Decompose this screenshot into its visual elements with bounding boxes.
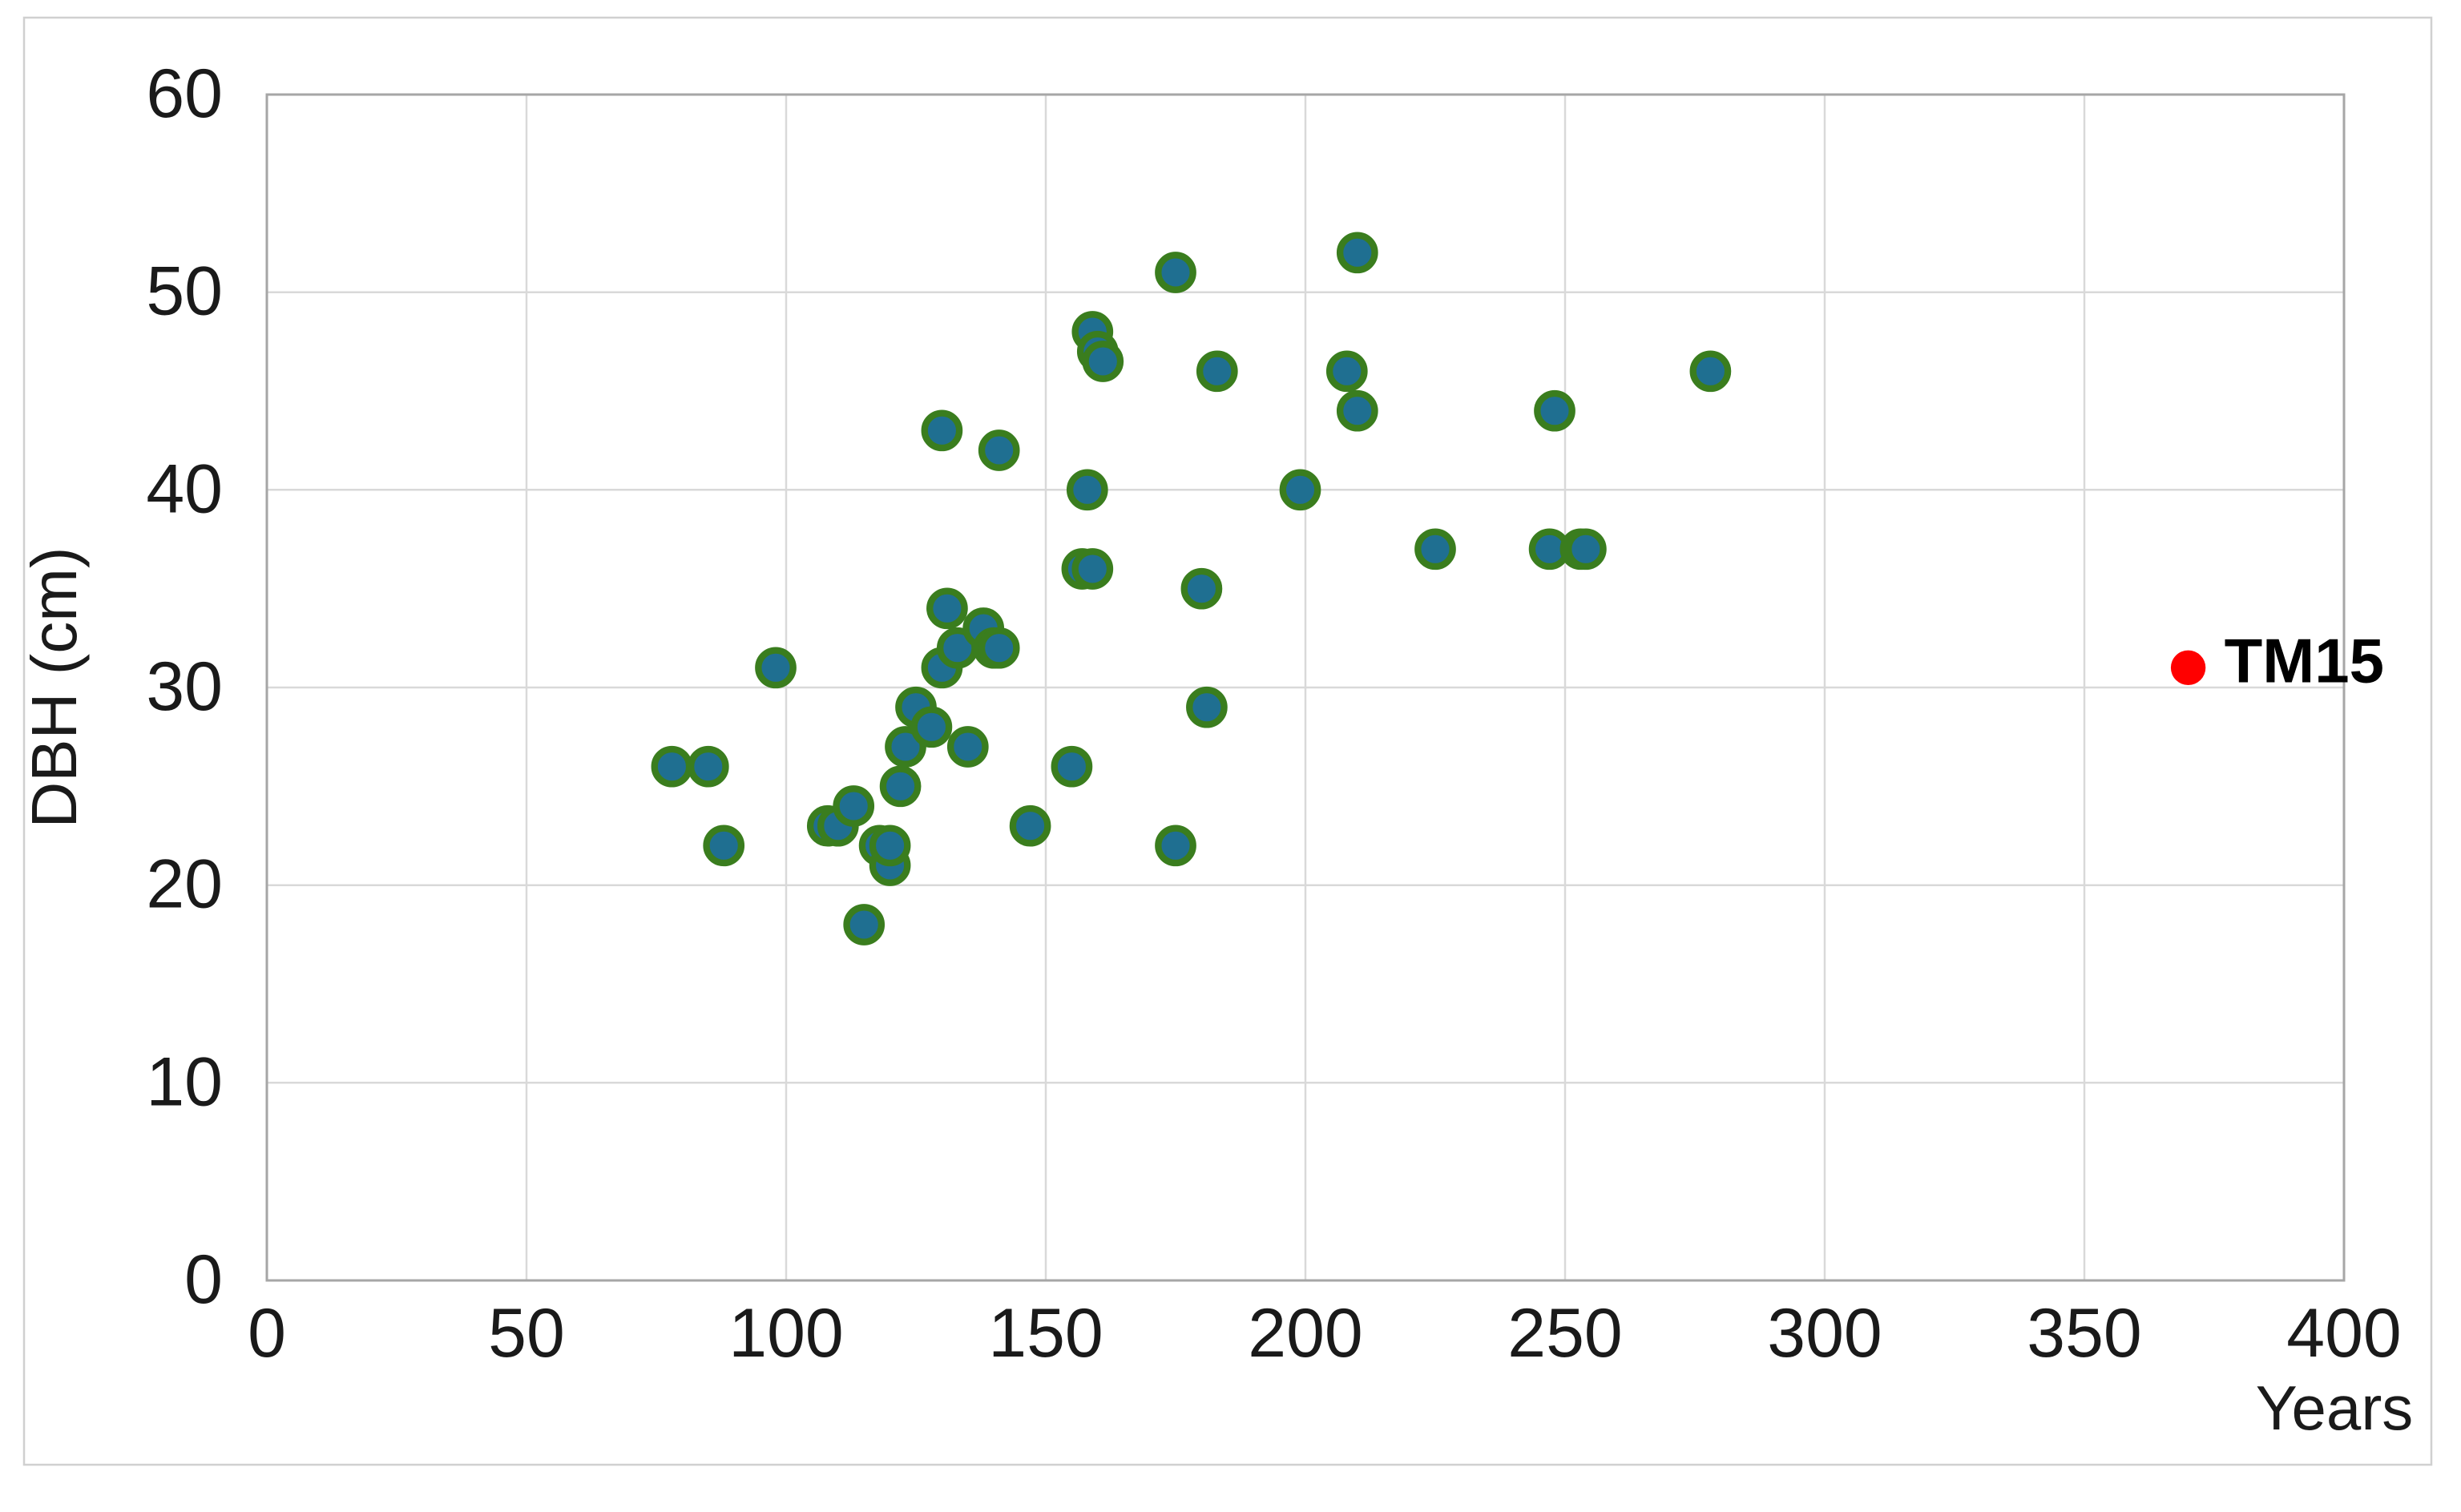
svg-text:100: 100 — [728, 1295, 844, 1372]
svg-text:0: 0 — [248, 1295, 286, 1372]
svg-text:200: 200 — [1248, 1295, 1363, 1372]
svg-text:300: 300 — [1767, 1295, 1882, 1372]
svg-text:50: 50 — [146, 253, 223, 330]
svg-text:30: 30 — [146, 648, 223, 725]
svg-text:Years: Years — [2256, 1373, 2414, 1443]
svg-text:40: 40 — [146, 450, 223, 527]
svg-text:0: 0 — [184, 1241, 223, 1318]
svg-text:60: 60 — [146, 55, 223, 132]
svg-text:350: 350 — [2027, 1295, 2142, 1372]
svg-text:50: 50 — [488, 1295, 565, 1372]
svg-text:400: 400 — [2286, 1295, 2402, 1372]
svg-text:150: 150 — [988, 1295, 1103, 1372]
svg-text:10: 10 — [146, 1043, 223, 1120]
svg-text:250: 250 — [1507, 1295, 1623, 1372]
svg-text:TM15: TM15 — [2225, 625, 2384, 696]
svg-text:20: 20 — [146, 846, 223, 923]
svg-text:DBH (cm): DBH (cm) — [18, 546, 90, 828]
